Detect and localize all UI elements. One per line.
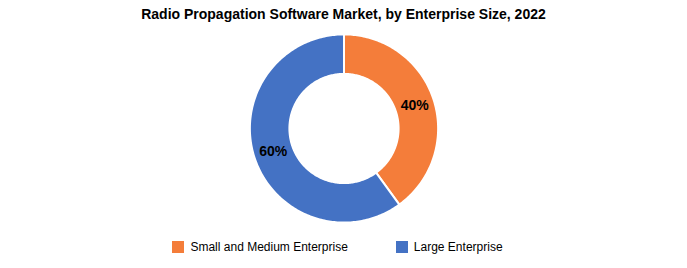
html-text:Radio Propagation Software Mar: Radio Propagation Software Market, by En… (141, 6, 546, 22)
html-text:Small and Medium Enterprise: Small and Medium Enterprise (190, 239, 348, 254)
svg-text:40%: 40% (401, 97, 430, 113)
svg-text:60%: 60% (259, 143, 288, 159)
html-text:Large Enterprise: Large Enterprise (413, 239, 503, 254)
